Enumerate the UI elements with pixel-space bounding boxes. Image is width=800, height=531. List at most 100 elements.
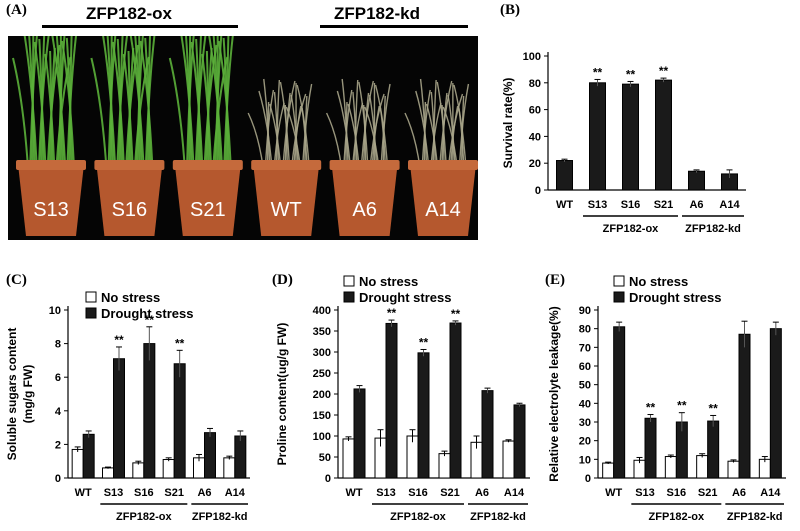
bar-a6-drought: [481, 390, 494, 479]
pot-s21: S21: [168, 36, 243, 236]
y-tick-label: 8: [55, 339, 61, 351]
bar-wt-no-stress: [342, 438, 355, 479]
y-tick-label: 60: [529, 105, 541, 117]
y-tick-label: 40: [529, 131, 541, 143]
bar-a6-drought: [204, 432, 216, 479]
pot-rim: [172, 160, 243, 170]
y-tick-label: 100: [523, 51, 541, 63]
bar-a14-drought: [769, 328, 782, 479]
plant-leaf: [102, 36, 117, 169]
y-tick-label: 70: [579, 342, 591, 354]
bar-s21-drought: [707, 420, 720, 479]
y-tick-label: 150: [313, 410, 331, 422]
pot-a6: A6: [325, 78, 400, 236]
y-tick-label: 4: [55, 406, 62, 418]
pot-s13: S13: [12, 36, 86, 236]
pot-label: A6: [352, 199, 376, 221]
group-label: ZFP182-kd: [192, 511, 248, 523]
plant-leaf: [111, 41, 125, 169]
pot-rim: [16, 160, 86, 170]
group-label: ZFP182-ox: [649, 511, 706, 523]
group-label: ZFP182-kd: [727, 511, 783, 523]
photo-group-label-kd: ZFP182-kd: [334, 4, 420, 23]
plant-leaf: [129, 36, 145, 169]
y-tick-label: 80: [579, 324, 591, 336]
x-tick-label: A6: [689, 199, 703, 211]
bar-wt: [556, 160, 573, 191]
legend-swatch: [85, 307, 97, 319]
bar-s21-no-stress: [696, 455, 709, 479]
y-tick-label: 2: [55, 439, 61, 451]
group-label: ZFP182-ox: [116, 511, 173, 523]
plant-leaf: [336, 90, 352, 169]
y-axis-label: Soluble sugars content: [5, 328, 19, 461]
x-tick-label: S13: [376, 487, 396, 499]
significance-mark: **: [145, 313, 155, 327]
bar-a14-drought: [234, 435, 247, 479]
panel-label-e: (E): [545, 272, 565, 288]
y-tick-label: 10: [49, 305, 61, 317]
legend-swatch: [85, 291, 97, 303]
plant-leaf: [275, 79, 281, 169]
pot-body: [331, 164, 398, 236]
x-tick-label: A14: [225, 487, 246, 499]
x-tick-label: S21: [164, 487, 184, 499]
bar-s16: [622, 83, 639, 191]
significance-mark: **: [708, 401, 718, 415]
pot-rim: [94, 160, 165, 170]
y-tick-label: 80: [529, 78, 541, 90]
plant-leaf: [404, 112, 421, 169]
y-tick-label: 40: [579, 398, 591, 410]
plant-leaf: [374, 84, 389, 169]
bar-s13: [589, 82, 606, 191]
bar-s13-drought: [113, 358, 125, 479]
bar-s16-drought: [143, 343, 156, 479]
plant-leaf: [263, 78, 271, 169]
legend-swatch: [613, 291, 625, 303]
x-tick-label: S13: [588, 199, 608, 211]
plant-photo: S13 S16 S21 WT A6 A14: [8, 36, 478, 240]
panel-label-b: (B): [500, 2, 520, 18]
legend-label: Drought stress: [101, 306, 193, 321]
y-axis-label: Proline content(ug/g FW): [275, 323, 289, 466]
significance-mark: **: [114, 333, 124, 347]
x-tick-label: S21: [440, 487, 460, 499]
pot-body: [174, 164, 241, 236]
pot-wt: WT: [247, 78, 322, 236]
legend-swatch: [343, 275, 355, 287]
pot-body: [18, 164, 84, 236]
x-tick-label: S16: [621, 199, 641, 211]
photo-group-bar-ox: [42, 25, 238, 28]
y-tick-label: 20: [529, 158, 541, 170]
plant-leaf: [12, 57, 29, 169]
plant-leaf: [208, 36, 224, 169]
significance-mark: **: [387, 306, 397, 320]
group-label: ZFP182-ox: [603, 223, 660, 235]
plant-leaf: [190, 41, 204, 169]
x-tick-label: S16: [408, 487, 428, 499]
significance-mark: **: [646, 401, 656, 415]
group-label: ZFP182-kd: [685, 223, 741, 235]
photo-group-bar-kd: [320, 25, 468, 28]
bar-a14-no-stress: [502, 440, 515, 479]
pot-body: [96, 164, 163, 236]
x-tick-label: A6: [732, 487, 746, 499]
pot-label: S16: [112, 199, 148, 221]
plant-leaf: [279, 81, 291, 169]
plant-leaf: [247, 112, 264, 169]
plant-leaf: [273, 91, 280, 169]
bar-s13-no-stress: [102, 467, 114, 479]
significance-mark: **: [659, 64, 669, 78]
chart-survival-rate: 0 20 40 60 80 100 Survival rate(%) WT ** S13 ** S16…: [501, 51, 746, 235]
x-tick-label: A14: [719, 199, 740, 211]
bar-s13-drought: [644, 417, 657, 479]
pot-a14: A14: [404, 78, 478, 236]
pot-body: [253, 164, 320, 236]
pot-s16: S16: [90, 36, 165, 236]
plant-leaf: [430, 91, 437, 169]
x-tick-label: S16: [134, 487, 154, 499]
y-tick-label: 100: [313, 431, 331, 443]
x-tick-label: A14: [504, 487, 525, 499]
x-tick-label: WT: [75, 487, 92, 499]
significance-mark: **: [677, 399, 687, 413]
